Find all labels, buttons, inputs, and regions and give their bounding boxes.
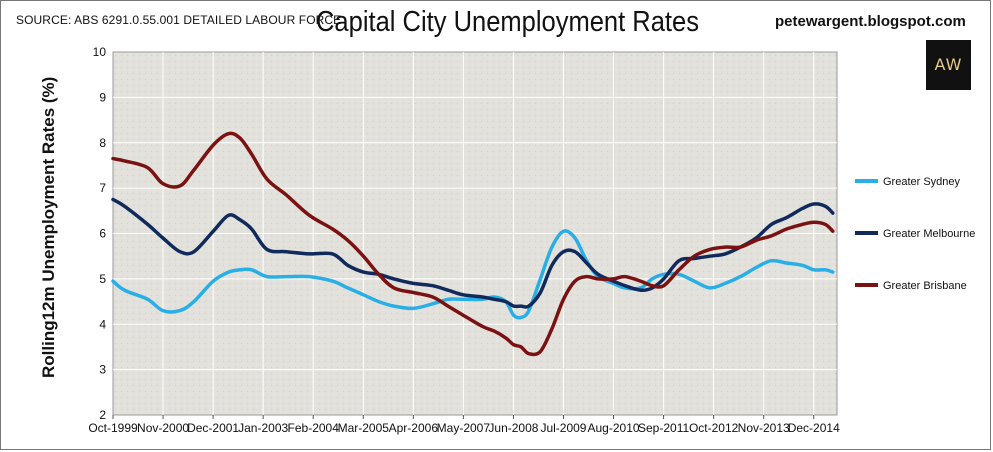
series-line-greater-sydney [111,229,835,320]
legend-label-greater-sydney: Greater Sydney [883,176,961,188]
source-note: SOURCE: ABS 6291.0.55.001 DETAILED LABOU… [16,13,342,27]
x-tick-label: Oct-1999 [88,421,138,435]
x-tick-label: Aug-2010 [588,421,640,435]
y-tick-label: 4 [99,317,106,331]
series-line-greater-melbourne [111,197,835,309]
x-tick-label: Dec-2014 [788,421,840,435]
x-tick-label: Nov-2013 [738,421,790,435]
legend-label-greater-brisbane: Greater Brisbane [883,280,967,292]
x-tick-label: Dec-2001 [187,421,239,435]
x-tick-label: Nov-2000 [137,421,189,435]
y-tick-label: 10 [93,45,107,59]
grid-lines [113,52,837,415]
series-line-greater-brisbane [111,131,835,357]
y-tick-label: 7 [99,181,106,195]
y-axis-label: Rolling12m Unemployment Rates (%) [39,77,58,378]
y-tick-label: 3 [99,363,106,377]
y-tick-label: 5 [99,272,106,286]
y-tick-label: 9 [99,90,106,104]
aw-logo: AW [926,40,971,90]
legend: Greater Sydney Greater Melbourne Greater B… [855,176,975,292]
y-tick-label: 2 [99,408,106,422]
x-tick-label: Jan-2003 [238,421,288,435]
chart-title: Capital City Unemployment Rates [316,6,699,38]
y-tick-label: 8 [99,136,106,150]
x-tick-label: Apr-2006 [389,421,439,435]
x-tick-label: Jun-2008 [488,421,538,435]
x-tick-label: Oct-2012 [689,421,739,435]
legend-label-greater-melbourne: Greater Melbourne [883,228,975,240]
x-tick-label: Jul-2009 [540,421,586,435]
x-tick-label: Mar-2005 [338,421,390,435]
series-lines [111,131,835,357]
y-tick-label: 6 [99,227,106,241]
x-tick-label: Sep-2011 [638,421,689,435]
blog-url: petewargent.blogspot.com [775,13,966,30]
x-tick-label: May-2007 [437,421,491,435]
x-tick-label: Feb-2004 [288,421,340,435]
